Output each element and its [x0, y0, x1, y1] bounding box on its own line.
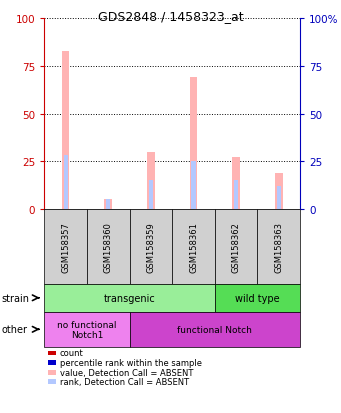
Text: GSM158360: GSM158360 — [104, 221, 113, 272]
Bar — [275, 173, 283, 209]
Text: other: other — [2, 325, 28, 335]
Text: percentile rank within the sample: percentile rank within the sample — [60, 358, 202, 367]
Bar — [104, 200, 112, 209]
Bar — [190, 78, 197, 209]
Bar — [277, 187, 281, 209]
Bar — [149, 181, 153, 209]
Text: strain: strain — [2, 293, 30, 303]
Text: transgenic: transgenic — [104, 293, 155, 303]
Bar — [63, 156, 68, 209]
Text: GSM158363: GSM158363 — [274, 221, 283, 272]
Bar — [191, 162, 196, 209]
Text: GSM158359: GSM158359 — [146, 221, 155, 272]
Text: GSM158361: GSM158361 — [189, 221, 198, 272]
Text: rank, Detection Call = ABSENT: rank, Detection Call = ABSENT — [60, 377, 189, 386]
Text: functional Notch: functional Notch — [177, 325, 252, 334]
Bar — [234, 181, 238, 209]
Text: GSM158357: GSM158357 — [61, 221, 70, 272]
Text: value, Detection Call = ABSENT: value, Detection Call = ABSENT — [60, 368, 193, 377]
Bar — [106, 200, 110, 209]
Text: no functional
Notch1: no functional Notch1 — [57, 320, 117, 339]
Text: GDS2848 / 1458323_at: GDS2848 / 1458323_at — [98, 10, 243, 23]
Text: count: count — [60, 349, 84, 358]
Bar — [232, 158, 240, 209]
Text: GSM158362: GSM158362 — [232, 221, 241, 272]
Text: wild type: wild type — [235, 293, 280, 303]
Bar — [147, 152, 155, 209]
Bar — [62, 52, 70, 209]
